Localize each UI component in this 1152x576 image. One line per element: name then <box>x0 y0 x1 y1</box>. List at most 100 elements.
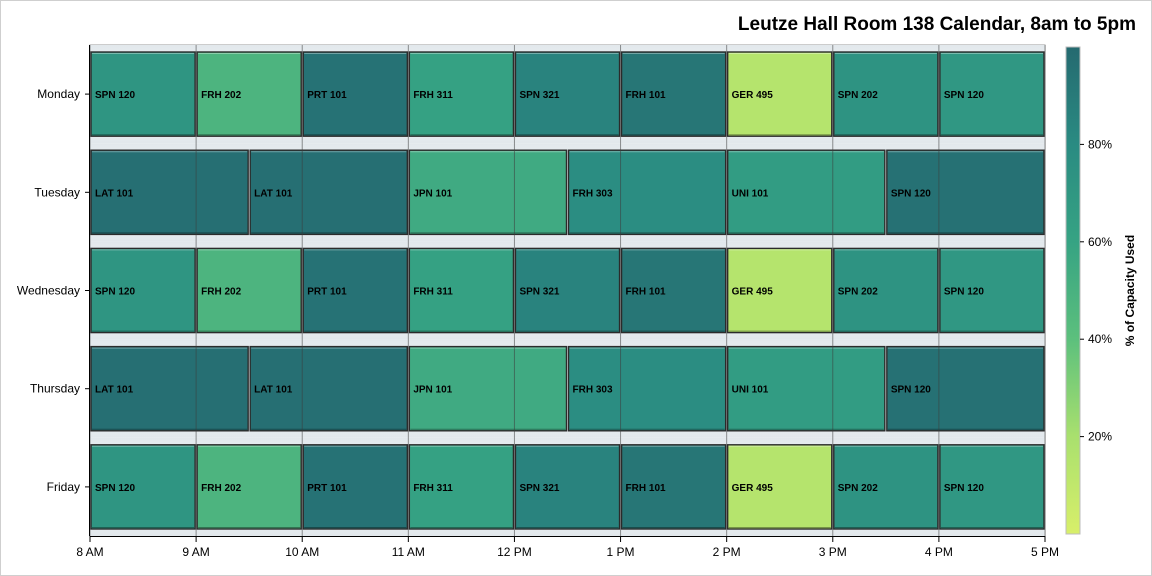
class-bar <box>408 345 568 432</box>
class-label: SPN 202 <box>838 483 878 494</box>
class-block[interactable]: SPN 202 <box>833 444 939 530</box>
class-label: SPN 120 <box>891 188 931 199</box>
class-label: SPN 202 <box>838 90 878 101</box>
day-label: Monday <box>37 87 80 101</box>
class-block[interactable]: FRH 311 <box>408 444 515 530</box>
class-block[interactable]: FRH 311 <box>408 247 515 334</box>
class-label: UNI 101 <box>732 385 769 396</box>
plot-area: SPN 120 FRH 202 PRT 101 FRH 311 SPN 321 FRH 1… <box>89 44 1046 537</box>
class-block[interactable]: JPN 101 <box>408 149 568 236</box>
class-block[interactable]: SPN 120 <box>90 247 196 334</box>
class-block[interactable]: FRH 311 <box>408 51 515 137</box>
class-block[interactable]: SPN 120 <box>90 51 196 137</box>
class-label: FRH 101 <box>626 483 666 494</box>
class-block[interactable]: SPN 120 <box>90 444 196 530</box>
class-bar <box>886 149 1045 236</box>
class-block[interactable]: FRH 303 <box>567 149 727 236</box>
class-block[interactable]: LAT 101 <box>90 149 249 236</box>
day-label: Tuesday <box>34 185 80 199</box>
class-bar <box>90 149 249 236</box>
class-block[interactable]: SPN 120 <box>886 345 1045 432</box>
class-block[interactable]: FRH 101 <box>620 247 727 334</box>
class-bar <box>939 51 1045 137</box>
class-bar <box>886 345 1045 432</box>
class-bar <box>726 444 833 530</box>
class-label: FRH 101 <box>626 287 666 298</box>
class-block[interactable]: SPN 202 <box>833 247 939 334</box>
class-block[interactable]: PRT 101 <box>302 247 409 334</box>
class-bar <box>726 51 833 137</box>
class-block[interactable]: FRH 202 <box>196 444 302 530</box>
class-block[interactable]: FRH 303 <box>567 345 727 432</box>
class-bar <box>514 444 621 530</box>
x-tick-label: 10 AM <box>285 545 319 559</box>
row-band <box>90 339 1045 438</box>
class-block[interactable]: SPN 321 <box>514 51 621 137</box>
class-block[interactable]: UNI 101 <box>726 149 886 236</box>
class-bar <box>249 345 409 432</box>
class-label: FRH 311 <box>413 90 453 101</box>
class-block[interactable]: FRH 202 <box>196 51 302 137</box>
x-tick-label: 2 PM <box>713 545 741 559</box>
class-block[interactable]: SPN 120 <box>939 247 1045 334</box>
class-block[interactable]: PRT 101 <box>302 51 409 137</box>
class-block[interactable]: SPN 321 <box>514 444 621 530</box>
class-label: SPN 120 <box>944 483 984 494</box>
class-block[interactable]: LAT 101 <box>249 345 409 432</box>
class-bar <box>408 149 568 236</box>
class-label: FRH 311 <box>413 287 453 298</box>
class-block[interactable]: SPN 120 <box>939 444 1045 530</box>
class-bar <box>514 51 621 137</box>
class-block[interactable]: SPN 120 <box>939 51 1045 137</box>
class-bar <box>249 149 409 236</box>
class-label: PRT 101 <box>307 483 347 494</box>
class-label: GER 495 <box>732 483 774 494</box>
class-label: FRH 202 <box>201 90 241 101</box>
legend-title: % of Capacity Used <box>1123 235 1137 346</box>
class-bar <box>196 51 302 137</box>
class-block[interactable]: LAT 101 <box>249 149 409 236</box>
class-block[interactable]: PRT 101 <box>302 444 409 530</box>
class-label: GER 495 <box>732 90 774 101</box>
class-label: LAT 101 <box>95 188 134 199</box>
class-bar <box>939 444 1045 530</box>
class-bar <box>620 247 727 334</box>
class-bar <box>90 345 249 432</box>
legend-tick-label: 80% <box>1088 137 1112 151</box>
class-bar <box>302 444 409 530</box>
x-tick-label: 5 PM <box>1031 545 1059 559</box>
class-label: FRH 311 <box>413 483 453 494</box>
class-block[interactable]: SPN 321 <box>514 247 621 334</box>
class-block[interactable]: SPN 120 <box>886 149 1045 236</box>
class-label: LAT 101 <box>254 385 293 396</box>
x-axis: Monday Tuesday Wednesday Thursday Friday 8 AM… <box>17 45 1059 559</box>
class-label: SPN 120 <box>95 483 135 494</box>
class-bar <box>302 247 409 334</box>
class-bar <box>408 247 515 334</box>
class-block[interactable]: GER 495 <box>726 51 833 137</box>
class-bar <box>196 444 302 530</box>
class-block[interactable]: SPN 202 <box>833 51 939 137</box>
class-label: UNI 101 <box>732 188 769 199</box>
x-tick-label: 12 PM <box>497 545 532 559</box>
class-bar <box>567 345 727 432</box>
class-label: SPN 202 <box>838 287 878 298</box>
class-label: FRH 303 <box>573 188 613 199</box>
legend-tick-label: 40% <box>1088 332 1112 346</box>
class-label: FRH 303 <box>573 385 613 396</box>
class-label: FRH 202 <box>201 483 241 494</box>
class-block[interactable]: GER 495 <box>726 247 833 334</box>
x-tick-label: 8 AM <box>76 545 103 559</box>
class-bar <box>514 247 621 334</box>
class-bar <box>833 444 939 530</box>
class-bar <box>620 51 727 137</box>
class-block[interactable]: FRH 202 <box>196 247 302 334</box>
class-block[interactable]: FRH 101 <box>620 444 727 530</box>
class-block[interactable]: LAT 101 <box>90 345 249 432</box>
class-block[interactable]: UNI 101 <box>726 345 886 432</box>
class-block[interactable]: GER 495 <box>726 444 833 530</box>
class-block[interactable]: JPN 101 <box>408 345 568 432</box>
class-block[interactable]: FRH 101 <box>620 51 727 137</box>
day-label: Wednesday <box>17 284 80 298</box>
class-label: JPN 101 <box>413 188 452 199</box>
